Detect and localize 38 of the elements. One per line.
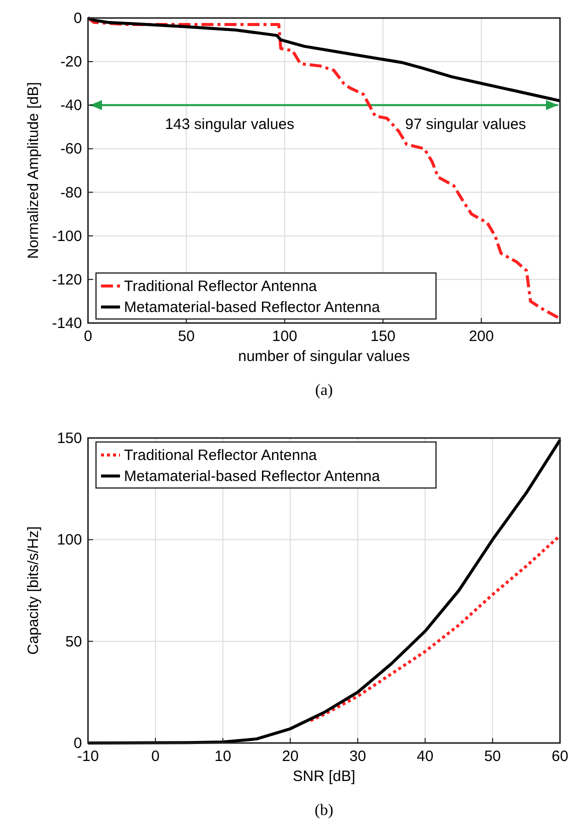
legend-label: Metamaterial-based Reflector Antenna [124,299,381,316]
y-tick-label: -80 [60,184,82,202]
x-tick-label: 50 [178,328,195,345]
x-tick-label: 0 [151,748,160,765]
x-tick-label: 60 [552,748,568,765]
y-tick-label: -40 [60,97,82,114]
legend-label: Traditional Reflector Antenna [124,278,318,295]
x-tick-label: 200 [468,328,494,345]
line-series [86,16,562,320]
line-series [86,16,562,102]
x-tick-label: 30 [349,748,366,765]
y-tick-label: -120 [52,271,82,288]
y-tick-label: -140 [52,315,82,332]
line-series [309,534,562,722]
y-tick-label: -20 [60,54,82,71]
x-axis-title: number of singular values [238,348,410,365]
x-tick-label: 20 [282,748,299,765]
x-tick-label: 150 [370,328,396,345]
x-tick-label: 100 [272,328,298,345]
y-tick-label: 100 [56,532,82,549]
y-axis-title: Normalized Amplitude [dB] [25,82,42,259]
annotation: 143 singular values [164,116,294,134]
x-tick-label: 10 [214,748,232,765]
line-series [86,438,562,744]
y-tick-label: -60 [60,140,82,158]
legend-label: Metamaterial-based Reflector Antenna [124,468,381,485]
annotation: 97 singular values [405,116,526,134]
y-axis-title: Capacity [bits/s/Hz] [25,526,42,655]
text: (b) [314,802,334,819]
legend-label: Traditional Reflector Antenna [124,447,318,464]
y-tick-label: 50 [65,633,82,650]
x-tick-label: 40 [416,748,434,765]
x-tick-label: 50 [484,748,501,765]
y-tick-label: 0 [74,10,82,27]
y-tick-label: 150 [56,430,82,447]
x-axis-title: SNR [dB] [292,768,356,785]
y-tick-label: -100 [52,228,82,245]
text: (a) [315,382,333,399]
